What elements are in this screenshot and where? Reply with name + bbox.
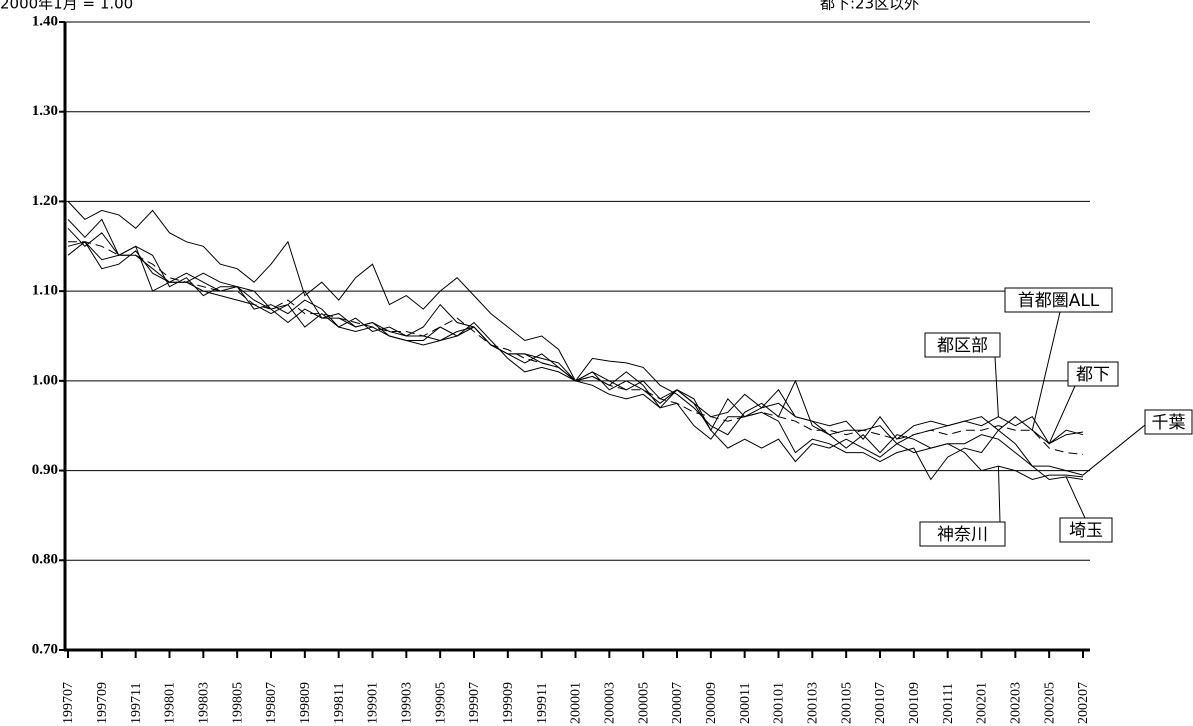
- leader-line: [1082, 424, 1146, 476]
- y-tick-label: 1.10: [32, 283, 58, 299]
- x-tick-label: 199707: [61, 682, 76, 724]
- x-tick-label: 200109: [907, 682, 922, 724]
- series-line: [67, 241, 1084, 476]
- x-tick-label: 200003: [603, 682, 618, 724]
- series-line: [67, 241, 1084, 481]
- series-line: [67, 227, 1084, 481]
- x-tick-label: 200201: [975, 682, 990, 724]
- x-tick-label: 199807: [264, 682, 279, 724]
- y-tick-label: 1.40: [32, 13, 58, 29]
- label-box: [1059, 517, 1113, 543]
- x-tick-label: 199905: [433, 682, 448, 724]
- x-tick-label: 200105: [839, 682, 854, 724]
- x-tick-label: 200009: [704, 682, 719, 724]
- y-tick-label: 0.80: [32, 552, 58, 568]
- x-tick-label: 199909: [501, 682, 516, 724]
- label-box: [1004, 287, 1113, 313]
- leader-line: [997, 466, 1001, 523]
- series-line: [67, 218, 1084, 445]
- label-box: [924, 332, 1001, 358]
- label-box: [1144, 409, 1193, 435]
- leader-line: [1031, 311, 1061, 431]
- x-tick-label: 199709: [95, 682, 110, 724]
- x-tick-label: 200207: [1076, 682, 1091, 724]
- x-tick-label: 200205: [1042, 682, 1057, 724]
- x-tick-label: 200005: [636, 682, 651, 724]
- note: 2000年1月 = 1.00: [0, 0, 133, 13]
- series-label: 首都圏ALL: [1018, 291, 1100, 311]
- series-label: 埼玉: [1069, 521, 1103, 541]
- x-tick-label: 200001: [569, 682, 584, 724]
- x-tick-label: 200111: [941, 683, 956, 724]
- x-tick-label: 200101: [772, 682, 787, 724]
- series-label: 神奈川: [937, 525, 988, 545]
- leader-line: [1048, 385, 1076, 444]
- leader-line: [994, 356, 999, 417]
- x-tick-label: 199911: [535, 683, 550, 724]
- y-tick-label: 1.30: [32, 103, 58, 119]
- x-tick-label: 200007: [670, 682, 685, 724]
- x-tick-label: 200103: [806, 682, 821, 724]
- y-tick-label: 1.20: [32, 193, 58, 209]
- series-line: [67, 201, 1084, 445]
- x-tick-label: 199711: [129, 683, 144, 724]
- series-label: 千葉: [1152, 413, 1186, 433]
- x-tick-label: 199801: [163, 682, 178, 724]
- y-tick-label: 1.00: [32, 372, 58, 388]
- series-label: 都下: [1076, 365, 1110, 385]
- x-tick-label: 200203: [1009, 682, 1024, 724]
- label-box: [919, 521, 1006, 547]
- series-label: 都区部: [937, 336, 988, 356]
- x-tick-label: 200107: [873, 682, 888, 724]
- x-tick-label: 199901: [366, 682, 381, 724]
- note: 都下:23区以外: [820, 0, 919, 13]
- x-tick-label: 199907: [467, 682, 482, 724]
- x-tick-label: 199805: [230, 682, 245, 724]
- y-tick-label: 0.90: [32, 462, 58, 478]
- y-tick-label: 0.70: [32, 641, 58, 657]
- x-tick-label: 199803: [197, 682, 212, 724]
- leader-line: [1065, 476, 1086, 519]
- label-box: [1067, 361, 1119, 387]
- x-tick-label: 199809: [298, 682, 313, 724]
- x-tick-label: 200011: [738, 683, 753, 724]
- x-tick-label: 199903: [400, 682, 415, 724]
- x-tick-label: 199811: [332, 683, 347, 724]
